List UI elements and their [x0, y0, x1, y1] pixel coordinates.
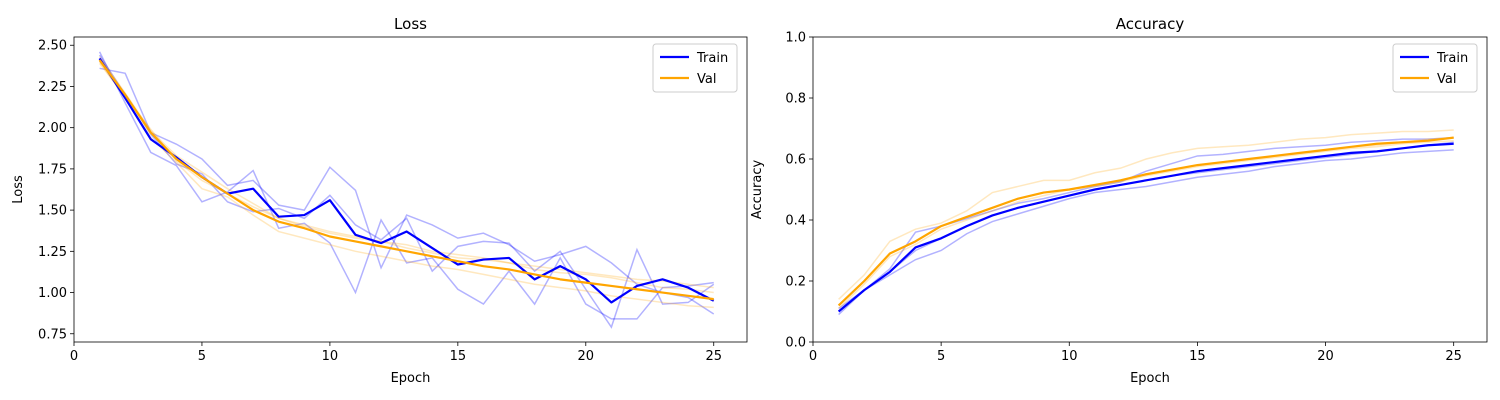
accuracy-faint-run-line — [838, 136, 1454, 310]
accuracy-legend-label-val: Val — [1437, 72, 1456, 87]
loss-faint-run-line — [98, 61, 714, 309]
accuracy-y-axis-label: Accuracy — [750, 160, 765, 220]
loss-y-tick-label: 1.75 — [38, 162, 67, 177]
loss-x-tick-label: 25 — [705, 349, 722, 364]
loss-y-tick-label: 1.50 — [38, 204, 67, 219]
accuracy-faint-run-line — [838, 149, 1454, 316]
accuracy-x-axis-label: Epoch — [1130, 371, 1170, 386]
loss-y-tick-label: 0.75 — [38, 327, 67, 342]
loss-y-tick-label: 2.50 — [38, 39, 67, 54]
loss-plot-frame — [73, 36, 748, 343]
accuracy-y-tick-label: 0.2 — [785, 275, 806, 290]
loss-val-line — [98, 59, 714, 301]
accuracy-y-tick-label: 0.4 — [785, 214, 806, 229]
accuracy-faint-run-line — [838, 129, 1454, 300]
accuracy-y-tick-label: 0.0 — [785, 336, 806, 351]
accuracy-x-tick-label: 20 — [1317, 349, 1334, 364]
loss-y-tick-label: 2.00 — [38, 121, 67, 136]
loss-faint-run-line — [98, 51, 714, 320]
accuracy-y-tick-label: 0.6 — [785, 153, 806, 168]
loss-legend-label-val: Val — [697, 72, 716, 87]
accuracy-x-tick-label: 0 — [809, 349, 817, 364]
loss-faint-run-line — [98, 56, 714, 294]
loss-title: Loss — [394, 15, 427, 33]
loss-y-tick-label: 1.00 — [38, 286, 67, 301]
accuracy-chart: Accuracy Epoch Accuracy 0 5 10 15 20 25 0.0 0.2 0.4… — [750, 15, 1488, 386]
loss-x-tick-label: 10 — [322, 349, 339, 364]
accuracy-x-tick-label: 25 — [1445, 349, 1462, 364]
loss-chart: Loss Epoch Loss 0 5 10 15 20 25 0.75 1.00 1.25 1.50 1… — [11, 15, 748, 386]
loss-y-tick-label: 2.25 — [38, 80, 67, 95]
loss-faint-run-line — [99, 67, 715, 315]
loss-faint-run-line — [98, 54, 715, 329]
accuracy-faint-run-line — [838, 141, 1454, 313]
accuracy-x-tick-label: 15 — [1189, 349, 1206, 364]
accuracy-title: Accuracy — [1116, 15, 1185, 33]
loss-x-tick-label: 0 — [70, 349, 78, 364]
accuracy-y-tick-label: 0.8 — [785, 92, 806, 107]
accuracy-val-line — [837, 136, 1454, 307]
accuracy-train-line — [837, 142, 1454, 313]
loss-train-line — [98, 57, 715, 304]
accuracy-legend: Train Val — [1392, 43, 1478, 93]
loss-x-axis-label: Epoch — [391, 371, 431, 386]
accuracy-legend-label-train: Train — [1436, 51, 1468, 66]
loss-legend: Train Val — [652, 43, 738, 93]
accuracy-x-tick-label: 5 — [937, 349, 945, 364]
loss-faint-run-line — [98, 62, 714, 289]
accuracy-faint-run-line — [838, 136, 1454, 306]
loss-x-tick-label: 5 — [198, 349, 206, 364]
loss-x-tick-label: 15 — [450, 349, 467, 364]
accuracy-x-tick-label: 10 — [1061, 349, 1078, 364]
loss-x-tick-label: 20 — [578, 349, 595, 364]
accuracy-y-tick-label: 1.0 — [785, 31, 806, 46]
accuracy-faint-run-line — [838, 139, 1454, 309]
loss-y-axis-label: Loss — [11, 175, 26, 204]
accuracy-plot-frame — [812, 36, 1488, 343]
loss-y-tick-label: 1.25 — [38, 245, 67, 260]
loss-legend-label-train: Train — [696, 51, 728, 66]
